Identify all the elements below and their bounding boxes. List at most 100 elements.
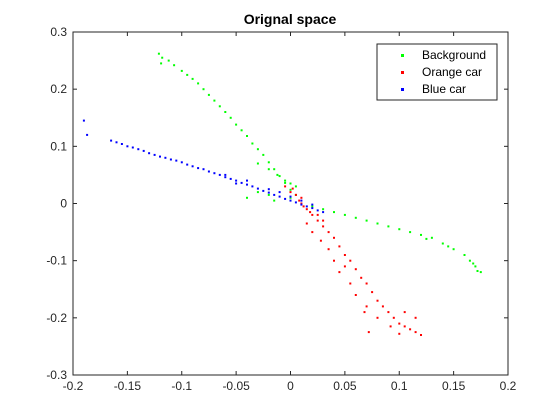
data-point	[414, 331, 417, 334]
series-1	[284, 185, 422, 336]
data-point	[235, 179, 238, 182]
data-point	[267, 191, 270, 194]
legend-marker	[401, 88, 404, 91]
data-point	[316, 213, 319, 216]
data-point	[273, 168, 276, 171]
data-point	[251, 142, 254, 145]
data-point	[305, 208, 308, 211]
data-point	[441, 242, 444, 245]
axis-ticks: -0.2 -0.15 -0.1 -0.05 0 0.05 0.1 0.15 0.2-0.3-0.…	[46, 25, 516, 393]
data-point	[273, 199, 276, 202]
data-point	[333, 211, 335, 214]
data-point	[376, 316, 379, 319]
x-tick-label: -0.05	[222, 379, 250, 393]
data-point	[398, 332, 401, 335]
data-point	[294, 193, 297, 196]
data-point	[403, 311, 406, 314]
y-tick-label: 0.2	[50, 82, 67, 96]
data-point	[425, 237, 428, 240]
data-point	[284, 179, 287, 182]
data-point	[322, 211, 325, 214]
data-point	[476, 270, 479, 272]
data-point	[256, 187, 259, 190]
data-point	[302, 205, 305, 208]
data-point	[246, 135, 248, 137]
data-point	[157, 52, 160, 55]
legend-marker	[401, 71, 404, 74]
data-point	[284, 185, 287, 188]
data-point	[327, 231, 330, 234]
data-point	[278, 195, 281, 198]
data-point	[180, 69, 183, 72]
data-point	[284, 197, 287, 200]
data-point	[256, 162, 259, 165]
data-point	[414, 316, 417, 319]
data-point	[82, 119, 85, 122]
x-tick-label: -0.15	[114, 379, 142, 393]
data-point	[298, 199, 301, 202]
data-point	[246, 196, 248, 199]
data-point	[322, 225, 325, 228]
data-point	[213, 99, 216, 102]
data-point	[175, 159, 178, 162]
data-point	[333, 236, 335, 239]
data-point	[354, 268, 357, 271]
data-point	[267, 161, 270, 164]
x-tick-label: 0.05	[333, 379, 357, 393]
data-point	[289, 195, 292, 198]
data-point	[240, 129, 243, 132]
data-point	[409, 328, 412, 331]
data-point	[300, 196, 303, 199]
chart-title: Orignal space	[244, 11, 337, 27]
data-point	[131, 146, 134, 149]
data-point	[180, 161, 183, 164]
data-point	[349, 282, 352, 285]
data-point	[161, 56, 164, 59]
x-tick-label: -0.1	[171, 379, 192, 393]
data-point	[262, 153, 265, 156]
data-point	[229, 177, 232, 180]
data-point	[207, 170, 210, 173]
data-point	[289, 199, 292, 202]
data-point	[365, 282, 368, 285]
data-point	[218, 173, 221, 176]
data-point	[338, 245, 341, 248]
data-point	[289, 188, 292, 191]
y-tick-label: -0.3	[46, 368, 67, 382]
data-point	[120, 143, 123, 145]
x-tick-label: 0.1	[391, 379, 408, 393]
data-point	[202, 168, 205, 171]
data-point	[376, 222, 379, 225]
data-point	[311, 207, 314, 210]
data-point	[371, 291, 374, 294]
data-point	[300, 202, 303, 205]
data-point	[213, 172, 216, 175]
y-tick-label: 0	[60, 197, 67, 211]
data-point	[267, 188, 270, 191]
y-tick-label: -0.2	[46, 311, 67, 325]
data-point	[322, 208, 325, 211]
data-point	[284, 181, 287, 184]
data-point	[164, 156, 167, 159]
data-point	[333, 259, 335, 262]
data-point	[186, 163, 189, 166]
data-point	[246, 179, 248, 182]
data-point	[191, 165, 194, 168]
data-point	[294, 201, 297, 204]
data-point	[365, 219, 368, 222]
data-point	[167, 59, 170, 62]
data-point	[472, 262, 475, 265]
data-point	[365, 305, 368, 308]
legend-label: Blue car	[422, 82, 466, 96]
data-point	[224, 173, 227, 176]
data-point	[191, 77, 194, 80]
data-point	[235, 123, 238, 126]
data-point	[316, 219, 319, 222]
data-point	[338, 271, 341, 274]
data-point	[389, 325, 392, 328]
data-point	[316, 209, 319, 212]
data-point	[322, 219, 325, 222]
data-point	[256, 191, 259, 194]
data-point	[289, 182, 292, 185]
